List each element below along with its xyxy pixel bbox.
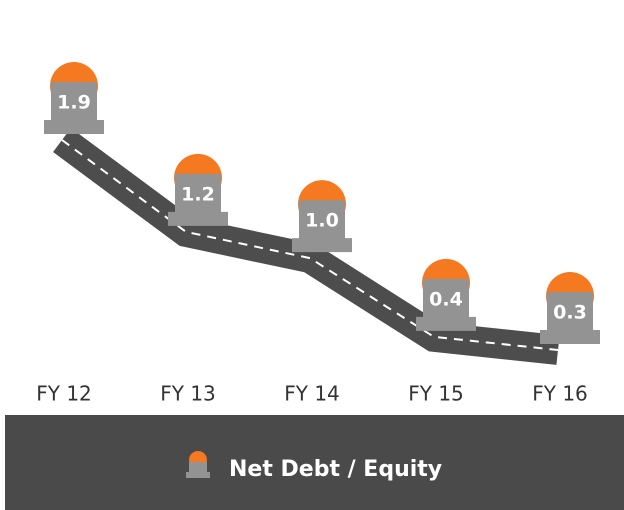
marker-base <box>44 120 104 134</box>
legend-icon-base <box>186 472 210 478</box>
x-tick-label: FY 14 <box>284 382 340 406</box>
value-label: 1.0 <box>305 210 339 232</box>
legend-icon <box>189 462 207 472</box>
x-tick-label: FY 12 <box>36 382 92 406</box>
x-tick-label: FY 15 <box>408 382 464 406</box>
marker-base <box>416 317 476 331</box>
marker-base <box>540 330 600 344</box>
x-tick-label: FY 13 <box>160 382 216 406</box>
value-label: 0.3 <box>553 302 587 324</box>
legend-label: Net Debt / Equity <box>229 457 442 482</box>
chart: 1.9 FY 12 1.2 FY 13 1.0 FY 14 0.4 FY 15 0.3 FY 16… <box>0 0 624 510</box>
marker-base <box>168 212 228 226</box>
x-tick-label: FY 16 <box>532 382 588 406</box>
value-label: 0.4 <box>429 288 463 310</box>
value-label: 1.9 <box>57 92 91 114</box>
value-label: 1.2 <box>181 183 215 205</box>
marker-base <box>292 238 352 252</box>
